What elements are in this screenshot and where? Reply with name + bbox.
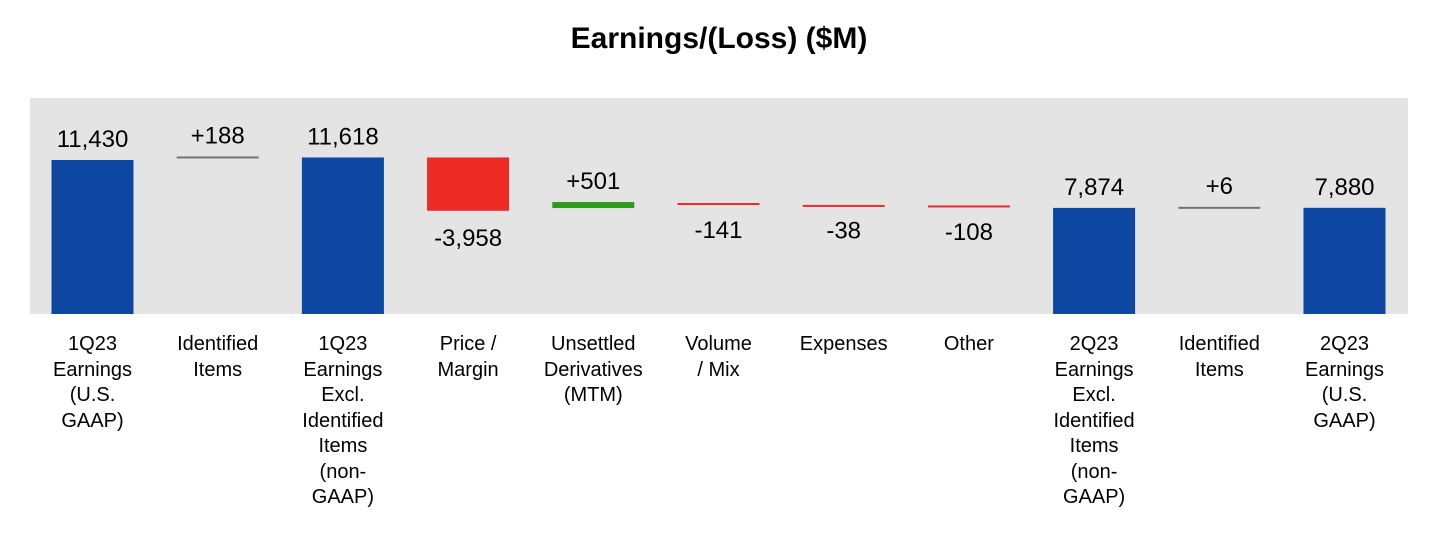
category-label: Identified Items — [177, 333, 259, 381]
data-label: -38 — [826, 217, 861, 244]
waterfall-bar — [677, 203, 760, 206]
data-label: -3,958 — [434, 225, 502, 252]
waterfall-bar — [301, 157, 384, 314]
waterfall-bar — [176, 156, 259, 159]
plot-background — [30, 98, 1408, 314]
category-label: Expenses — [799, 333, 888, 355]
category-label: Price / Margin — [437, 333, 499, 381]
chart-title: Earnings/(Loss) ($M) — [570, 22, 868, 55]
waterfall-bar — [802, 204, 885, 207]
data-label: +6 — [1206, 173, 1233, 200]
data-label: 7,874 — [1064, 174, 1124, 201]
waterfall-bar — [1178, 206, 1261, 209]
data-label: +501 — [566, 168, 620, 195]
category-label: 2Q23 Earnings (U.S. GAAP) — [1305, 333, 1384, 432]
category-label: 2Q23 Earnings Excl. Identified Items (no… — [1053, 333, 1135, 508]
waterfall-bar — [1303, 207, 1386, 314]
data-label: 7,880 — [1314, 174, 1374, 201]
waterfall-bar — [51, 160, 134, 314]
waterfall-bar — [927, 205, 1010, 208]
category-label: 1Q23 Earnings Excl. Identified Items (no… — [302, 333, 384, 508]
data-label: -108 — [945, 219, 993, 246]
category-label: Other — [943, 333, 994, 355]
category-label: 1Q23 Earnings (U.S. GAAP) — [53, 333, 132, 432]
category-label: Unsettled Derivatives (MTM) — [543, 333, 643, 406]
data-label: -141 — [694, 217, 742, 244]
data-label: 11,618 — [307, 123, 379, 150]
category-label: Volume / Mix — [685, 333, 752, 381]
category-label: Identified Items — [1178, 333, 1260, 381]
waterfall-bar — [427, 157, 510, 211]
waterfall-bar — [552, 202, 635, 209]
data-label: 11,430 — [57, 126, 129, 153]
data-label: +188 — [191, 122, 245, 149]
waterfall-bar — [1053, 207, 1136, 314]
